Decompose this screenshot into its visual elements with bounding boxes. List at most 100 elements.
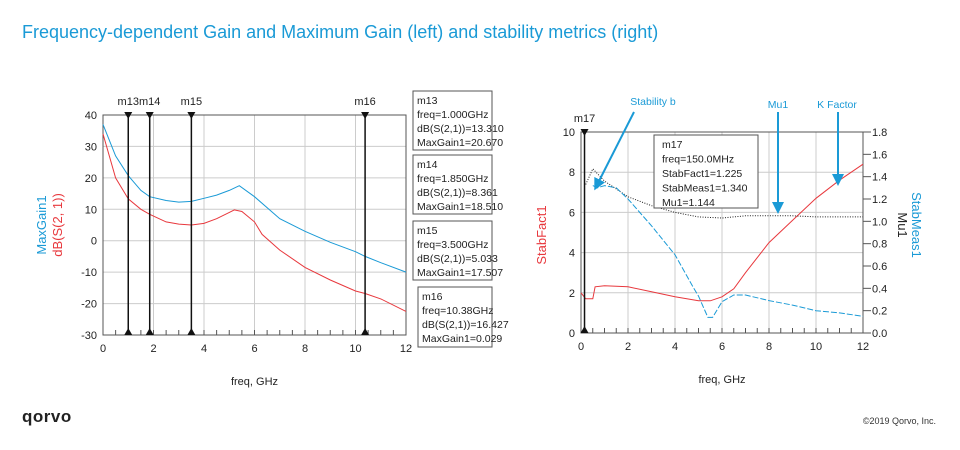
series-line-stabfact1 [580, 163, 864, 302]
x-tick-label: 8 [766, 341, 772, 353]
annotation-arrow-stability-b [594, 111, 635, 191]
marker-readout-line: m13 [417, 95, 438, 107]
marker-readout-line: dB(S(2,1))=8.361 [417, 187, 498, 199]
marker-readout-line: freq=10.38GHz [422, 305, 494, 317]
y-tick-label: 40 [85, 110, 97, 122]
marker-readout-line: MaxGain1=17.507 [417, 267, 503, 279]
annotation-stability-b: Stability b [630, 96, 676, 108]
plot-frame [102, 114, 407, 336]
x-tick-label: 10 [349, 343, 361, 355]
x-tick-label: 4 [672, 341, 678, 353]
marker-readout-box-m13 [412, 90, 493, 151]
marker-bottom-triangle [145, 328, 154, 335]
x-tick-label: 4 [201, 343, 207, 355]
annotation-k-factor: K Factor [817, 99, 857, 111]
marker-top-triangle [187, 112, 196, 119]
y-tick-label: -30 [81, 330, 97, 342]
marker-bottom-triangle [124, 328, 133, 335]
x-tick-label: 8 [302, 343, 308, 355]
marker-top-triangle [580, 129, 589, 136]
y2-tick-label: 0.8 [872, 239, 887, 251]
y2-tick-label: 1.0 [872, 216, 887, 228]
marker-readout-line: m14 [417, 159, 438, 171]
copyright: ©2019 Qorvo, Inc. [862, 416, 936, 426]
y-tick-label: 0 [91, 236, 97, 248]
y2-axis-label-stabmeas: StabMeas1 [909, 192, 924, 258]
marker-readout-line: MaxGain1=0.029 [422, 333, 502, 345]
marker-top-triangle [124, 112, 133, 119]
marker-bottom-triangle [580, 326, 589, 333]
marker-bottom-triangle [187, 328, 196, 335]
x-tick-label: 2 [625, 341, 631, 353]
y-axis-label-dbs21: dB(S(2, 1)) [50, 193, 65, 257]
marker-readout-box-m16 [417, 286, 493, 348]
y-tick-label: 4 [569, 248, 575, 260]
y-tick-label: 2 [569, 288, 575, 300]
y2-tick-label: 0.2 [872, 306, 887, 318]
y-tick-label: -10 [81, 267, 97, 279]
page-title: Frequency-dependent Gain and Maximum Gai… [22, 22, 659, 42]
marker-readout-line: m15 [417, 225, 438, 237]
marker-readout-line: MaxGain1=20.670 [417, 137, 503, 149]
series-line-db-s-2-1- [102, 133, 407, 312]
marker-label-m16: m16 [354, 96, 375, 108]
y-tick-label: 0 [569, 328, 575, 340]
marker-readout-line: freq=1.850GHz [417, 173, 489, 185]
y-tick-label: 20 [85, 173, 97, 185]
x-tick-label: 10 [810, 341, 822, 353]
marker-readout-line: dB(S(2,1))=13.310 [417, 123, 504, 135]
x-tick-label: 6 [251, 343, 257, 355]
marker-readout-line: StabMeas1=1.340 [662, 183, 748, 195]
y-tick-label: 10 [85, 204, 97, 216]
marker-label-m17: m17 [574, 113, 595, 125]
marker-top-triangle [145, 112, 154, 119]
x-axis-label: freq, GHz [231, 376, 278, 388]
y2-tick-label: 0.0 [872, 328, 887, 340]
series-line-maxgain1 [102, 124, 407, 273]
marker-readout-line: m16 [422, 291, 443, 303]
marker-label-m14: m14 [139, 96, 160, 108]
marker-readout-box-m14 [412, 154, 493, 215]
x-tick-label: 2 [150, 343, 156, 355]
marker-readout-line: dB(S(2,1))=5.033 [417, 253, 498, 265]
marker-top-triangle [361, 112, 370, 119]
y2-tick-label: 1.4 [872, 172, 887, 184]
x-tick-label: 12 [857, 341, 869, 353]
y-tick-label: 8 [569, 167, 575, 179]
x-tick-label: 0 [100, 343, 106, 355]
y-tick-label: -20 [81, 299, 97, 311]
y2-tick-label: 1.2 [872, 194, 887, 206]
marker-readout-line: MaxGain1=18.510 [417, 201, 503, 213]
marker-readout-line: dB(S(2,1))=16.427 [422, 319, 509, 331]
y-axis-label-maxgain: MaxGain1 [34, 195, 49, 254]
plot-frame [580, 131, 864, 334]
marker-readout-line: m17 [662, 139, 683, 151]
y-tick-label: 30 [85, 141, 97, 153]
marker-readout-box-m15 [412, 220, 493, 281]
qorvo-logo: qorvo [22, 407, 72, 426]
marker-readout-line: freq=1.000GHz [417, 109, 489, 121]
marker-readout-line: StabFact1=1.225 [662, 168, 742, 180]
y2-tick-label: 0.4 [872, 283, 887, 295]
marker-readout-line: freq=150.0MHz [662, 154, 734, 166]
marker-bottom-triangle [361, 328, 370, 335]
series-line-stabmeas1 [592, 185, 864, 318]
x-tick-label: 12 [400, 343, 412, 355]
y2-tick-label: 0.6 [872, 261, 887, 273]
x-tick-label: 6 [719, 341, 725, 353]
x-tick-label: 0 [578, 341, 584, 353]
y-tick-label: 10 [563, 127, 575, 139]
marker-label-m15: m15 [181, 96, 202, 108]
marker-label-m13: m13 [118, 96, 139, 108]
marker-readout-line: freq=3.500GHz [417, 239, 489, 251]
x-axis-label: freq, GHz [698, 374, 745, 386]
marker-readout-box-m17 [653, 134, 759, 209]
y2-tick-label: 1.6 [872, 149, 887, 161]
y-tick-label: 6 [569, 207, 575, 219]
marker-readout-line: Mu1=1.144 [662, 197, 715, 209]
y-axis-label-stabfact: StabFact1 [534, 205, 549, 264]
series-line-mu1 [585, 167, 863, 219]
y2-axis-label-mu1: Mu1 [895, 212, 910, 237]
y2-tick-label: 1.8 [872, 127, 887, 139]
